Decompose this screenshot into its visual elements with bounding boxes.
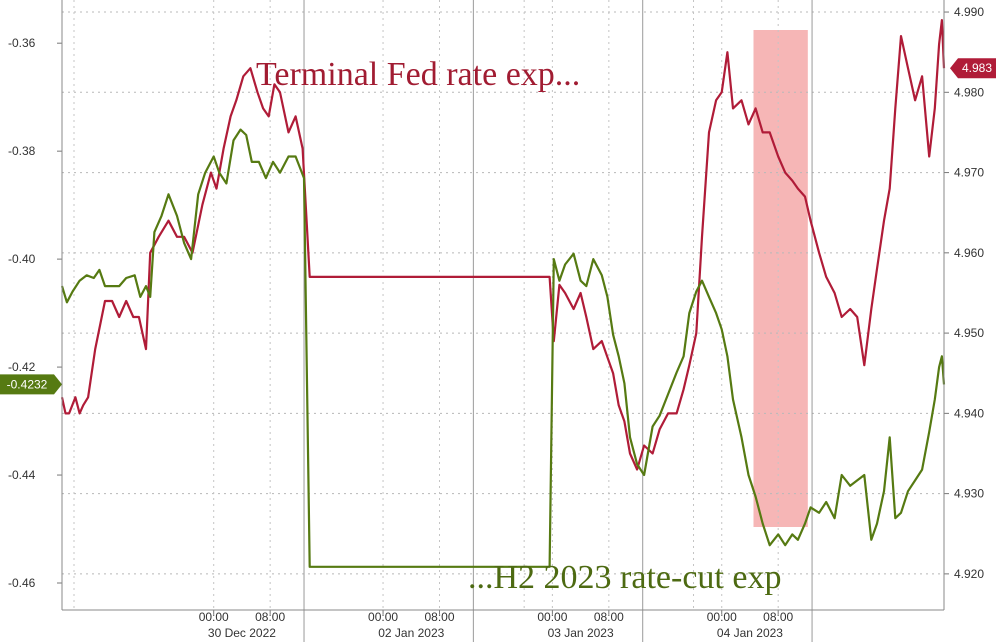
x-day-label: 02 Jan 2023 [378,626,444,640]
left-tick-label: -0.42 [8,360,36,374]
x-time-label: 00:00 [368,610,398,624]
right-last-value-badge [950,58,996,79]
annotation-terminal-fed: Terminal Fed rate exp... [256,56,580,93]
left-last-value-label: -0.4232 [7,377,48,391]
series-line-terminal-fed [60,19,946,471]
x-day-label: 30 Dec 2022 [208,626,276,640]
left-tick-label: -0.40 [8,252,36,266]
right-tick-label: 4.990 [954,5,984,19]
x-time-label: 08:00 [594,610,624,624]
series-line-h2-rate-cut [60,128,946,568]
series-layer [60,19,946,568]
annotation-h2-rate-cut: ...H2 2023 rate-cut exp [468,559,781,596]
right-tick-label: 4.950 [954,326,984,340]
right-last-value-label: 4.983 [962,61,992,75]
left-last-value-badge [0,374,62,395]
axis-layer [61,0,945,611]
x-day-label: 04 Jan 2023 [717,626,783,640]
x-time-label: 00:00 [199,610,229,624]
x-time-label: 08:00 [763,610,793,624]
left-tick-label: -0.46 [8,576,36,590]
right-tick-label: 4.980 [954,85,984,99]
x-day-label: 03 Jan 2023 [548,626,614,640]
x-time-label: 08:00 [255,610,285,624]
right-tick-label: 4.930 [954,487,984,501]
highlight-layer [753,30,808,527]
x-time-label: 00:00 [707,610,737,624]
right-tick-label: 4.960 [954,246,984,260]
right-tick-label: 4.920 [954,567,984,581]
left-tick-label: -0.38 [8,144,36,158]
grid-layer [57,0,949,642]
x-time-label: 08:00 [424,610,454,624]
left-tick-label: -0.44 [8,468,36,482]
highlight-band [753,30,808,527]
right-tick-label: 4.970 [954,166,984,180]
left-tick-label: -0.36 [8,36,36,50]
x-time-label: 00:00 [537,610,567,624]
label-layer: 4.990 4.980 4.970 4.960 4.950 4.940 4.930 4.920… [0,5,996,640]
right-tick-label: 4.940 [954,406,984,420]
